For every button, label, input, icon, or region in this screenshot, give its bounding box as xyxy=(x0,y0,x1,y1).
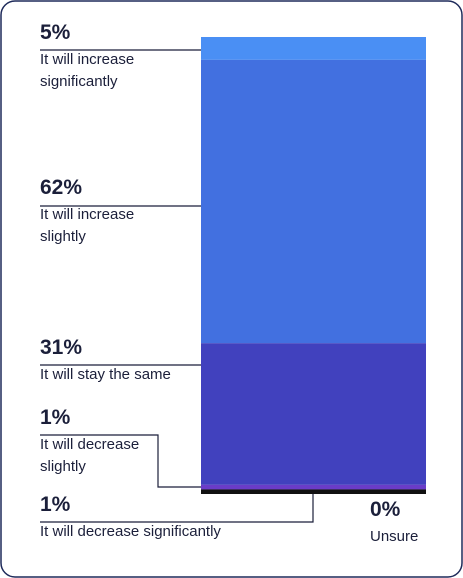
bar-segment xyxy=(201,37,426,60)
bar-segment xyxy=(201,489,426,494)
bar-segment xyxy=(201,343,426,485)
segment-name: It will increase slightly xyxy=(40,206,135,245)
segment-name: It will decrease significantly xyxy=(40,523,221,540)
segment-name: It will decrease slightly xyxy=(40,436,140,475)
value-label: 31% xyxy=(40,336,83,359)
segment-name: Unsure xyxy=(370,528,419,545)
bar-segment xyxy=(201,484,426,490)
value-label: 1% xyxy=(40,493,71,516)
bar-segment xyxy=(201,59,426,344)
leader-line xyxy=(40,494,314,523)
value-label: 5% xyxy=(40,21,71,44)
segment-name: It will increase significantly xyxy=(40,51,135,90)
value-label: 1% xyxy=(40,406,71,429)
leader-line xyxy=(40,434,201,488)
value-label: 0% xyxy=(370,498,401,521)
value-label: 62% xyxy=(40,176,83,199)
segment-name: It will stay the same xyxy=(40,366,171,383)
